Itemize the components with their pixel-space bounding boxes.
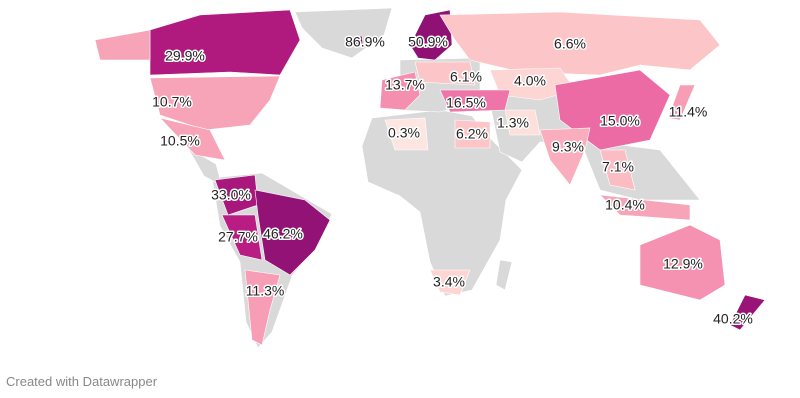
region [159,117,226,161]
value-label: 4.0% [514,73,546,89]
value-label: 10.5% [160,133,200,149]
value-label: 9.3% [552,139,584,155]
value-label: 6.6% [554,36,586,52]
value-label: 6.1% [450,69,482,85]
labels: 29.9% 86.9% 50.9% 6.6% 13.7% 6.1% 4.0% 10.7% 16.… [151,32,755,328]
value-label: 11.4% [669,104,708,120]
value-label: 15.0% [600,113,640,129]
region [94,29,281,131]
value-label: 50.9% [408,34,448,50]
region [504,109,541,136]
value-label: 27.7% [218,229,258,245]
region [244,269,281,346]
value-label: 11.3% [246,283,285,299]
region [414,61,476,86]
value-label: 86.9% [345,34,385,50]
regions [94,9,766,346]
value-label: 13.7% [385,77,425,93]
region [149,9,301,76]
land [579,139,701,201]
region [379,71,421,111]
region [729,294,766,331]
region [454,119,491,149]
region [639,224,726,301]
region [409,9,453,61]
region [539,127,591,186]
value-label: 1.3% [497,115,529,131]
value-label: 0.3% [388,125,420,141]
value-label: 29.9% [165,48,205,64]
land [294,7,393,59]
region [429,269,471,296]
value-label: 10.4% [605,197,645,213]
value-label: 40.2% [713,311,753,327]
value-label: 12.9% [663,256,703,272]
footer: Created with Datawrapper [6,374,158,389]
region [254,189,331,276]
value-label: 16.5% [446,95,486,111]
value-label: 10.7% [152,94,192,110]
value-label: 6.2% [456,126,488,142]
region [667,84,696,121]
value-label: 33.0% [211,187,251,203]
region [599,149,636,191]
value-label: 7.1% [602,159,634,175]
value-label: 3.4% [433,274,465,290]
region [221,214,263,261]
value-label: 46.2% [263,226,303,242]
region [384,117,429,151]
region [344,35,364,48]
land [495,259,513,291]
region [439,11,721,76]
region [599,194,691,221]
